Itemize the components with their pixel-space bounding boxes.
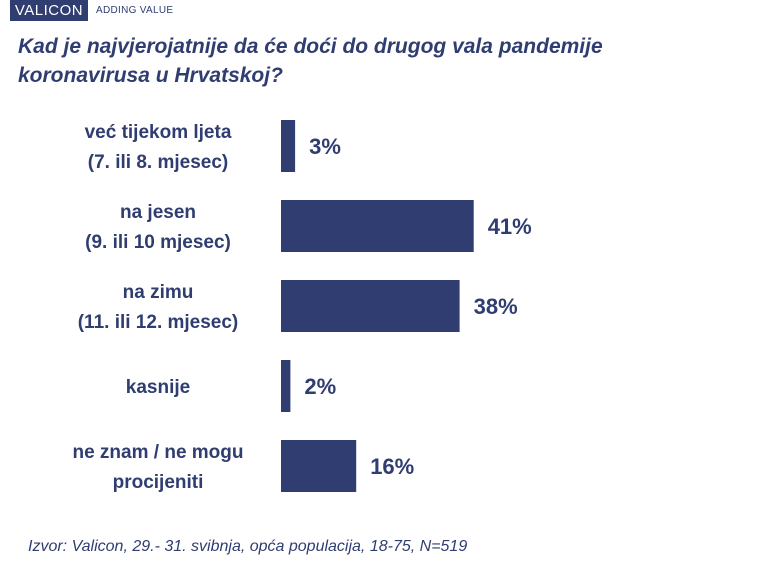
bar-3: [281, 360, 291, 412]
chart-title-line-1: Kad je najvjerojatnije da će doći do dru…: [18, 35, 603, 58]
logo-tagline: ADDING VALUE: [96, 5, 174, 16]
bar-1: [281, 200, 474, 252]
category-label-4-line-0: ne znam / ne mogu: [72, 442, 243, 463]
category-label-0-line-0: već tijekom ljeta: [85, 122, 232, 143]
category-label-1-line-1: (9. ili 10 mjesec): [85, 232, 231, 253]
value-label-1: 41%: [488, 214, 532, 239]
value-label-3: 2%: [304, 374, 336, 399]
bar-0: [281, 120, 296, 172]
value-label-4: 16%: [370, 454, 414, 479]
category-label-0-line-1: (7. ili 8. mjesec): [88, 152, 228, 173]
category-label-2-line-0: na zimu: [123, 282, 194, 303]
value-label-2: 38%: [474, 294, 518, 319]
chart-title-line-2: koronavirusa u Hrvatskoj?: [18, 64, 283, 87]
category-label-1-line-0: na jesen: [120, 202, 196, 223]
bar-2: [281, 280, 460, 332]
valicon-logo: VALICON: [10, 0, 88, 21]
value-label-0: 3%: [309, 134, 341, 159]
chart-title: Kad je najvjerojatnije da će doći do dru…: [18, 32, 738, 90]
bar-4: [281, 440, 357, 492]
category-label-2-line-1: (11. ili 12. mjesec): [78, 312, 239, 333]
source-note: Izvor: Valicon, 29.- 31. svibnja, opća p…: [28, 538, 468, 555]
category-label-4-line-1: procijeniti: [113, 472, 204, 493]
category-label-3-line-0: kasnije: [126, 377, 190, 398]
